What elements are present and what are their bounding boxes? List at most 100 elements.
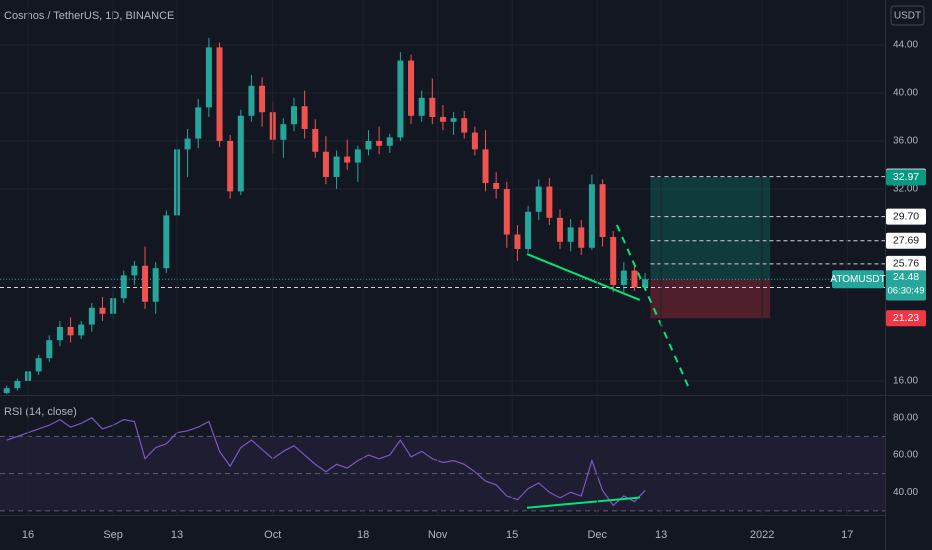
x-tick-label: 18 [357, 529, 369, 541]
candle-body [216, 47, 223, 141]
candle-body [493, 182, 500, 189]
candle-body [578, 227, 585, 248]
candle-body [99, 307, 106, 314]
x-tick-label: 15 [506, 529, 518, 541]
last-price-box [886, 270, 926, 301]
price-label-box [886, 310, 926, 327]
candle-body [195, 107, 202, 139]
rsi-tick-label: 80.00 [893, 412, 918, 423]
candle-body [205, 47, 212, 108]
candle-body [322, 151, 329, 177]
candle-body [227, 140, 234, 192]
trend-line [526, 253, 641, 301]
candle-body [408, 60, 415, 116]
candle-body [620, 270, 627, 285]
candle-body [120, 275, 127, 299]
candle-body [56, 326, 63, 341]
candle-body [546, 186, 553, 218]
candle-body [461, 118, 468, 133]
candle-body [88, 307, 95, 325]
chart-title: Cosmos / TetherUS, 1D, BINANCE [4, 10, 174, 22]
candle-body [503, 188, 510, 235]
candle-body [439, 116, 446, 122]
x-tick-label: Sep [103, 529, 123, 541]
y-tick-label: 32.00 [893, 184, 918, 195]
candle-body [248, 85, 255, 116]
candle-body [535, 186, 542, 212]
candle-body [588, 184, 595, 248]
last-price: 24.48 [893, 271, 919, 283]
stop-zone [650, 279, 771, 319]
candle-body [152, 268, 159, 302]
candle-body [301, 106, 308, 129]
currency[interactable]: USDT [894, 11, 921, 22]
candle-body [3, 388, 10, 393]
candle-body [14, 380, 21, 389]
price-label: 25.76 [893, 258, 919, 270]
price-label: 32.97 [893, 171, 919, 183]
candle-body [259, 85, 266, 113]
rsi-pane [0, 417, 885, 512]
target-zone [650, 177, 771, 280]
candle-body [514, 234, 521, 249]
x-tick-label: 16 [22, 529, 34, 541]
candle-body [131, 265, 138, 276]
price-label-box [886, 208, 926, 225]
candle-body [312, 128, 319, 152]
candle-body [354, 149, 361, 163]
candle-body [280, 124, 287, 140]
candle-body [78, 324, 85, 336]
candle-body [386, 137, 393, 146]
trend-line [616, 224, 691, 391]
x-tick-label: 13 [655, 529, 667, 541]
candle-body [525, 211, 532, 249]
candle-body [365, 140, 372, 150]
rsi-title: RSI (14, close) [4, 406, 77, 418]
candle-body [599, 184, 606, 237]
price-label: 29.70 [893, 210, 919, 222]
candle-body [610, 236, 617, 285]
candle-body [471, 132, 478, 150]
symbol-label: ATOMUSDT [830, 274, 885, 285]
price-label: 27.69 [893, 234, 919, 246]
price-label-box [886, 255, 926, 272]
x-tick-label: 13 [171, 529, 183, 541]
countdown: 06:30:49 [888, 286, 925, 297]
main-pane [0, 37, 885, 395]
candle-body [642, 279, 649, 288]
price-label: 21.23 [893, 312, 919, 324]
y-tick-label: 40.00 [893, 88, 918, 99]
candle-body [142, 265, 149, 302]
x-tick-label: 2022 [750, 529, 774, 541]
x-tick-label: 17 [841, 529, 853, 541]
candle-body [46, 340, 53, 359]
candle-body [450, 118, 457, 122]
candle-body [237, 115, 244, 192]
trend-line [526, 496, 640, 509]
x-tick-label: Oct [264, 529, 281, 541]
candle-body [418, 97, 425, 116]
x-tick-label: Nov [428, 529, 448, 541]
candle-body [397, 60, 404, 138]
price-label-box [886, 169, 926, 186]
y-tick-label: 44.00 [893, 40, 918, 51]
candle-body [290, 106, 297, 125]
candle-body [429, 97, 436, 117]
currency-button[interactable] [890, 5, 925, 26]
candle-body [184, 138, 191, 150]
rsi-tick-label: 60.00 [893, 450, 918, 461]
x-tick-label: Dec [587, 529, 607, 541]
candle-body [631, 270, 638, 288]
price-label-box [886, 232, 926, 249]
rsi-tick-label: 40.00 [893, 487, 918, 498]
symbol-box [832, 270, 884, 289]
candle-body [557, 217, 564, 242]
candle-body [482, 149, 489, 183]
candle-body [567, 227, 574, 242]
candle-body [376, 140, 383, 146]
candle-body [163, 215, 170, 269]
y-tick-label: 36.00 [893, 136, 918, 147]
candle-body [344, 156, 351, 163]
